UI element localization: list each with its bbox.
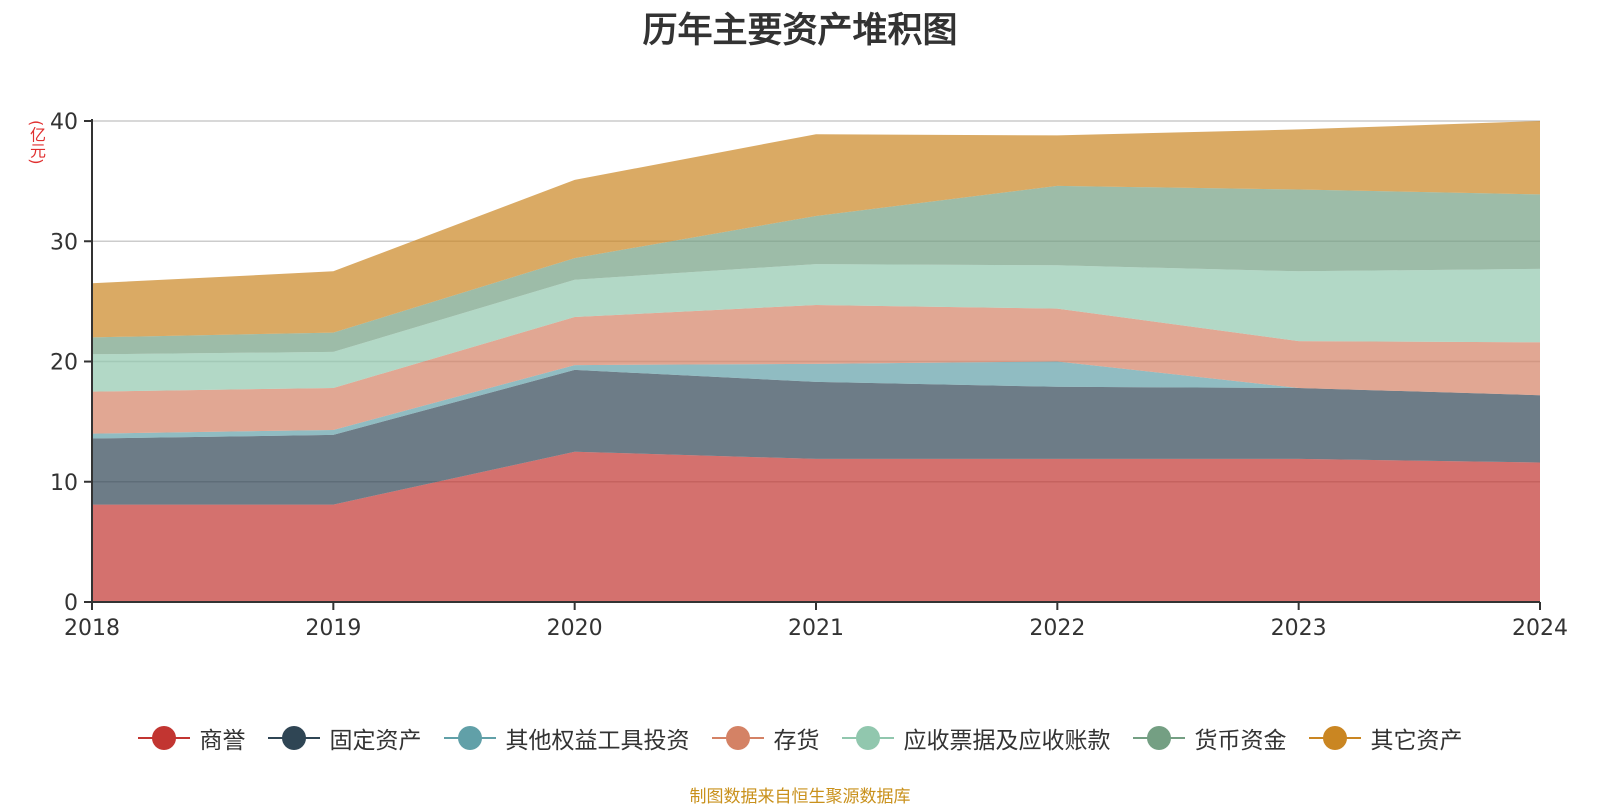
legend-label: 应收票据及应收账款 bbox=[903, 728, 1111, 754]
legend-item-3[interactable]: 存货 bbox=[711, 721, 820, 755]
legend-marker-icon bbox=[137, 726, 190, 750]
legend-label: 商誉 bbox=[199, 728, 246, 754]
y-tick-label: 30 bbox=[50, 230, 78, 255]
y-tick-label: 40 bbox=[50, 110, 78, 135]
legend-label: 货币资金 bbox=[1194, 728, 1287, 754]
source-note: 制图数据来自恒生聚源数据库 bbox=[689, 787, 911, 807]
area-series-4[interactable] bbox=[92, 264, 1540, 392]
legend-marker-icon bbox=[1132, 726, 1185, 750]
y-tick-label: 0 bbox=[64, 591, 78, 616]
legend-item-1[interactable]: 固定资产 bbox=[267, 721, 422, 755]
y-tick-label: 20 bbox=[50, 351, 78, 376]
area-series-1[interactable] bbox=[92, 369, 1540, 505]
legend-marker-icon bbox=[443, 726, 496, 750]
legend-label: 存货 bbox=[773, 728, 820, 754]
area-series-0[interactable] bbox=[92, 451, 1540, 602]
legend-marker-icon bbox=[841, 726, 894, 750]
area-series-5[interactable] bbox=[92, 185, 1540, 355]
legend-label: 其它资产 bbox=[1370, 728, 1463, 754]
legend-label: 其他权益工具投资 bbox=[505, 728, 690, 754]
legend-item-4[interactable]: 应收票据及应收账款 bbox=[841, 721, 1111, 755]
x-tick-label: 2019 bbox=[305, 616, 361, 641]
legend-label: 固定资产 bbox=[329, 728, 422, 754]
x-tick-label: 2022 bbox=[1029, 616, 1085, 641]
legend-marker-icon bbox=[267, 726, 320, 750]
legend-item-6[interactable]: 其它资产 bbox=[1308, 721, 1463, 755]
legend-marker-icon bbox=[711, 726, 764, 750]
y-tick-label: 10 bbox=[50, 471, 78, 496]
x-tick-label: 2020 bbox=[547, 616, 603, 641]
legend: 商誉 固定资产 其他权益工具投资 存货 应收票据及应收账款 货币资金 其它资产 bbox=[0, 718, 1600, 758]
area-series-2[interactable] bbox=[92, 361, 1540, 439]
chart-title: 历年主要资产堆积图 bbox=[642, 11, 958, 51]
area-series-6[interactable] bbox=[92, 121, 1540, 338]
legend-item-5[interactable]: 货币资金 bbox=[1132, 721, 1287, 755]
x-tick-label: 2023 bbox=[1271, 616, 1327, 641]
y-axis-unit-label: (亿元) bbox=[27, 120, 46, 165]
legend-item-0[interactable]: 商誉 bbox=[137, 721, 246, 755]
x-tick-label: 2024 bbox=[1512, 616, 1568, 641]
area-series-3[interactable] bbox=[92, 305, 1540, 434]
legend-item-2[interactable]: 其他权益工具投资 bbox=[443, 721, 690, 755]
x-tick-label: 2021 bbox=[788, 616, 844, 641]
legend-marker-icon bbox=[1308, 726, 1361, 750]
x-tick-label: 2018 bbox=[64, 616, 120, 641]
